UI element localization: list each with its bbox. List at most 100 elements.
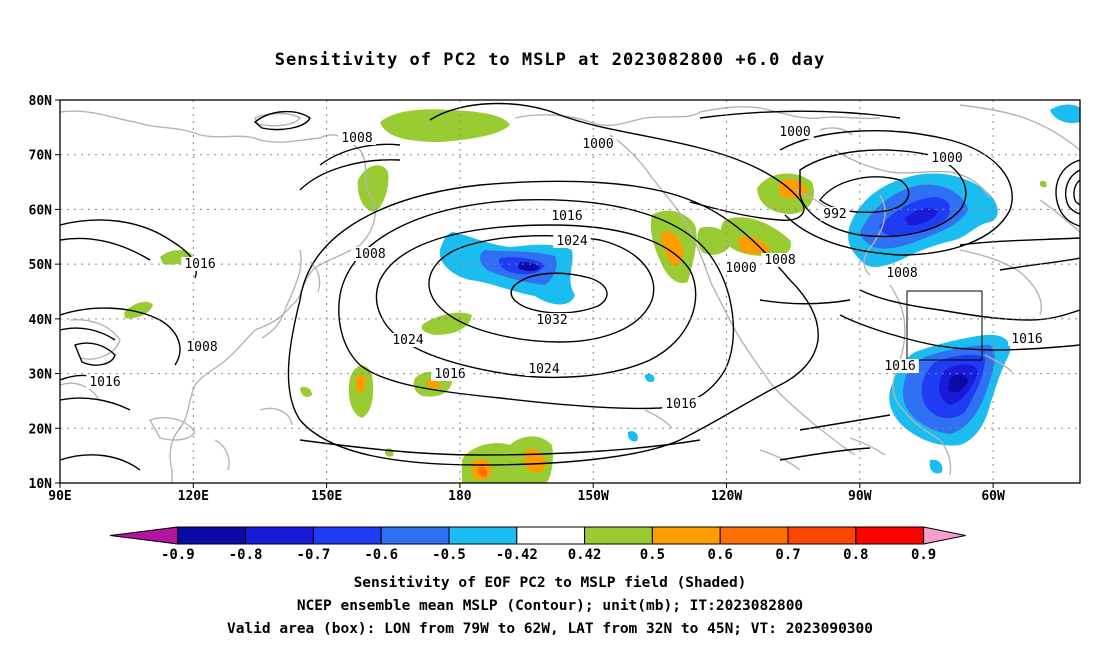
shade-region: [721, 217, 792, 257]
contour-label-bg: [525, 362, 563, 376]
colorbar-label: -0.7: [297, 547, 331, 563]
lat-tick-label: 10N: [29, 477, 53, 492]
colorbar-label: 0.8: [843, 547, 868, 563]
contour-label-bg: [1008, 332, 1046, 346]
colorbar-segment: [380, 526, 450, 545]
lon-tick-label: 150W: [578, 489, 609, 504]
contour-label: 1024: [392, 333, 423, 348]
colorbar-label: -0.6: [364, 547, 398, 563]
colorbar-label: 0.7: [775, 547, 800, 563]
shade-region: [426, 379, 440, 389]
contour-label: 1024: [528, 362, 559, 377]
figure-title: Sensitivity of PC2 to MSLP at 2023082800…: [274, 50, 826, 70]
colorbar-label: 0.5: [640, 547, 665, 563]
lon-tick-label: 180: [448, 489, 472, 504]
lat-tick-label: 80N: [29, 94, 53, 109]
coastlines: [60, 104, 1080, 483]
contour-label-bg: [183, 340, 221, 354]
contour-label: 1000: [582, 137, 613, 152]
lat-tick-label: 60N: [29, 203, 53, 218]
contour-label-bg: [553, 234, 591, 248]
contour-label: 1008: [186, 340, 217, 355]
lon-tick-label: 120W: [711, 489, 742, 504]
contour-label-layer: 1008 1000 1000 1000 1016 1024 992 1008 1016 1008 1…: [86, 125, 1046, 412]
colorbar-label: -0.5: [432, 547, 466, 563]
shade-region: [929, 459, 943, 474]
shade-region: [627, 431, 638, 442]
shade-region: [478, 466, 488, 478]
colorbar-label: 0.42: [568, 547, 602, 563]
contour-label-bg: [928, 151, 966, 165]
lon-tick-label: 120E: [178, 489, 209, 504]
map-frame: [59, 99, 1081, 484]
contour-label: 1008: [354, 247, 385, 262]
colorbar-segment: [516, 526, 586, 545]
colorbar-segment: [448, 526, 518, 545]
colorbar-segment: [312, 526, 382, 545]
contour-label-bg: [820, 207, 850, 221]
contour-label-bg: [722, 261, 760, 275]
contour-label: 1016: [184, 257, 215, 272]
lon-tick-label: 150E: [311, 489, 342, 504]
contour-label: 1008: [341, 131, 372, 146]
shade-region: [356, 374, 366, 393]
contour-label-bg: [533, 313, 571, 327]
latitude-axis: 80N 70N 60N 50N 40N 30N 20N 10N: [29, 94, 60, 492]
lat-tick-label: 70N: [29, 149, 53, 164]
contour-label-bg: [776, 125, 814, 139]
colorbar-segment: [719, 526, 789, 545]
shade-region: [421, 312, 472, 335]
contour-label: 1016: [1011, 332, 1042, 347]
lat-tick-label: 20N: [29, 422, 53, 437]
contour-label: 1016: [434, 367, 465, 382]
contour-label: 1032: [536, 313, 567, 328]
contour-label-bg: [431, 367, 469, 381]
shade-region: [357, 165, 389, 212]
contour-label: 1016: [551, 209, 582, 224]
caption-shading: Sensitivity of EOF PC2 to MSLP field (Sh…: [353, 575, 747, 591]
valid-area-box: [906, 290, 983, 361]
lon-tick-label: 90E: [48, 489, 71, 504]
shade-region: [124, 301, 153, 319]
contour-label: 1016: [89, 375, 120, 390]
colorbar-segment: [177, 526, 247, 545]
shade-region: [644, 373, 655, 383]
contour-label-bg: [86, 375, 124, 389]
colorbar-label: -0.8: [229, 547, 263, 563]
contour-label: 1000: [725, 261, 756, 276]
contour-label-bg: [181, 257, 219, 271]
colorbar-segment: [584, 526, 653, 545]
contour-label: 992: [823, 207, 846, 222]
lat-tick-label: 30N: [29, 368, 53, 383]
contour-label-bg: [579, 137, 617, 151]
contour-label-bg: [351, 247, 389, 261]
contour-label-bg: [662, 397, 700, 411]
shade-region: [1050, 104, 1080, 124]
caption-valid-area: Valid area (box): LON from 79W to 62W, L…: [226, 621, 873, 637]
contour-label: 1016: [665, 397, 696, 412]
contour-label-bg: [883, 266, 921, 280]
contour-label: 1008: [886, 266, 917, 281]
contour-label-bg: [881, 359, 919, 373]
colorbar-segment: [855, 526, 925, 545]
colorbar-segment: [923, 526, 966, 545]
colorbar-segment: [787, 526, 857, 545]
contour-label-bg: [389, 333, 427, 347]
colorbar: -0.9 -0.8 -0.7 -0.6 -0.5 -0.42 0.42 0.5 0.6 0.7 0.…: [109, 526, 966, 563]
colorbar-segment: [651, 526, 721, 545]
lon-tick-label: 60W: [981, 489, 1005, 504]
colorbar-label: 0.9: [911, 547, 936, 563]
shade-region: [300, 386, 312, 397]
contour-label: 1000: [779, 125, 810, 140]
colorbar-segment: [109, 526, 179, 545]
caption-contour: NCEP ensemble mean MSLP (Contour); unit(…: [296, 598, 804, 614]
lon-tick-label: 90W: [848, 489, 872, 504]
colorbar-label: -0.9: [161, 547, 195, 563]
contour-label-bg: [338, 131, 376, 145]
colorbar-segment: [245, 526, 314, 545]
lat-tick-label: 50N: [29, 258, 53, 273]
contour-label: 1008: [764, 253, 795, 268]
contour-label: 1016: [884, 359, 915, 374]
